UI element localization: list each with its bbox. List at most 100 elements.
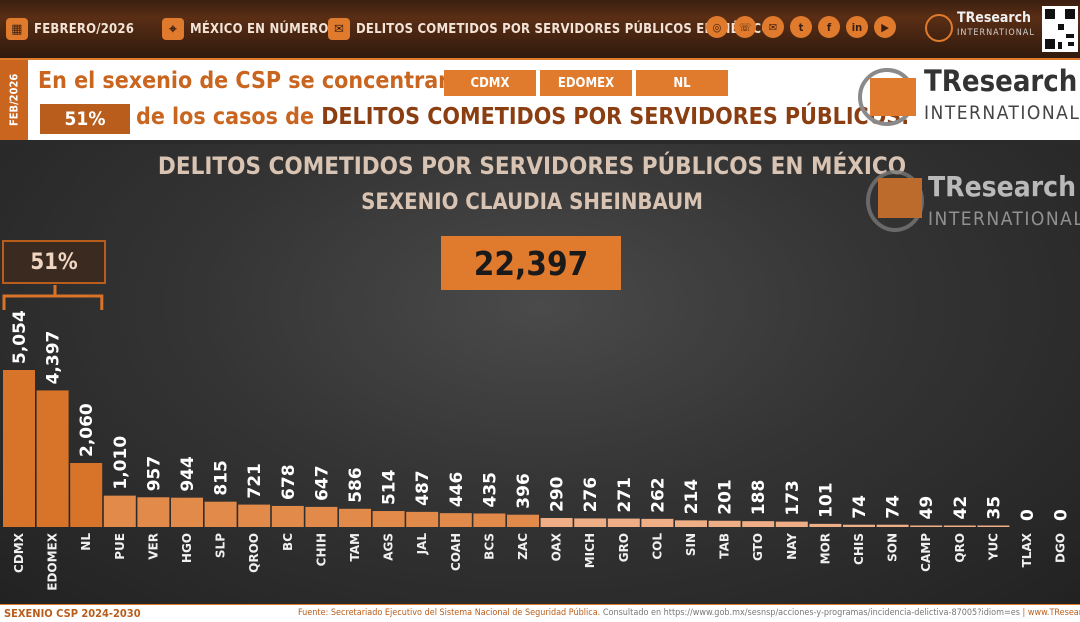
value-label: 815 [212,460,232,496]
value-label: 514 [380,469,400,505]
value-labels: 5,054 4,397 2,060 1,010 957 944 815 721 678 647 58… [10,310,1072,521]
headline-line2: de los casos de DELITOS COMETIDOS POR SE… [136,104,909,130]
bar-camp [910,525,943,527]
site-link[interactable]: | www.TResearch.Mx | [1022,608,1080,618]
source-label: Fuente: Secretariado Ejecutivo del Siste… [298,608,601,618]
bar-mich [574,518,607,527]
youtube-icon[interactable]: ▶ [874,16,896,38]
value-label: 5,054 [10,310,30,364]
footer: SEXENIO CSP 2024-2030 Fuente: Secretaria… [0,604,1080,622]
category-label: NAY [785,533,799,560]
bar-zac [507,514,539,527]
bar-bc [271,505,304,527]
category-label: CHIH [314,533,328,566]
top-logo-name: TResearch [957,10,1032,26]
top-logo: TResearch INTERNATIONAL [925,10,1034,46]
value-label: 678 [279,464,299,500]
headline-line1: En el sexenio de CSP se concentran en [38,68,489,94]
email-icon[interactable]: ✉ [762,16,784,38]
watermark-sub: INTERNATIONAL [928,208,1080,230]
map-pin-icon: ⌖ [162,18,184,40]
bar-tab [708,520,741,527]
value-label: 1,010 [111,436,131,490]
facebook-icon[interactable]: f [818,16,840,38]
twitter-icon[interactable]: t [790,16,812,38]
value-label: 586 [346,467,366,503]
bar-tam [339,508,371,527]
bar-chis [843,524,875,527]
section-item: ⌖ MÉXICO EN NÚMEROS [162,16,337,42]
footer-source: Fuente: Secretariado Ejecutivo del Siste… [298,608,1080,618]
value-label: 446 [447,472,467,508]
top-section: MÉXICO EN NÚMEROS [190,21,338,37]
linkedin-icon[interactable]: in [846,16,868,38]
value-label: 944 [178,456,198,492]
value-label: 74 [850,495,870,519]
category-label: COL [650,533,664,560]
bar-mor [809,523,842,527]
top-date: FEBRERO/2026 [34,21,135,37]
category-label: TLAX [1020,532,1034,567]
bar-yuc [977,525,1010,527]
bar-gro [607,518,640,527]
bar-cdmx [3,370,35,527]
value-label: 173 [783,480,803,516]
bar-sin [675,520,707,527]
category-label: TAM [348,533,362,561]
category-label: EDOMEX [46,532,60,590]
category-label: JAL [415,533,429,556]
bar-edomex [36,390,69,527]
date-item: ▦ FEBRERO/2026 [6,16,134,42]
category-label: SON [886,533,900,562]
category-label: MICH [583,533,597,568]
phone-icon[interactable]: ☏ [734,16,756,38]
category-label: BC [281,533,295,551]
category-label: MOR [818,533,832,564]
category-label: ZAC [516,533,530,560]
category-label: DGO [1054,533,1068,563]
category-label: SLP [214,533,228,558]
group-bracket-line [2,294,104,310]
bar-son [876,524,909,527]
bar-nl [70,463,103,527]
brand-name: TResearch [924,64,1078,98]
chip-cdmx: CDMX [444,70,536,96]
value-label: 396 [514,473,534,509]
value-label: 487 [413,470,433,506]
bar-qroo [238,504,271,527]
bar-ags [372,511,405,527]
category-label: SIN [684,533,698,556]
watermark-name: TResearch [928,170,1077,203]
web-icon[interactable]: ◎ [706,16,728,38]
value-label: 0 [1018,509,1038,521]
calendar-icon: ▦ [6,18,28,40]
category-label: GRO [617,533,631,562]
bar-ver [137,497,170,527]
top-topic: DELITOS COMETIDOS POR SERVIDORES PÚBLICO… [356,21,772,37]
top-bar: ▦ FEBRERO/2026 ⌖ MÉXICO EN NÚMEROS ✉ DEL… [0,0,1080,61]
chart-subtitle: SEXENIO CLAUDIA SHEINBAUM [361,190,703,215]
bar-slp [204,501,237,527]
category-label: QROO [247,533,261,573]
source-url[interactable]: Consultado en https://www.gob.mx/sesnsp/… [602,608,1020,618]
category-label: CAMP [919,533,933,572]
brand-chart-icon [870,78,916,116]
footer-period: SEXENIO CSP 2024-2030 [4,607,141,620]
category-label: TAB [718,533,732,559]
group-bracket [2,285,104,310]
value-label: 188 [749,480,769,516]
category-label: AGS [382,533,396,561]
value-label: 214 [682,479,702,515]
chart-title: DELITOS COMETIDOS POR SERVIDORES PÚBLICO… [157,152,907,180]
value-label: 957 [144,456,164,492]
bar-nay [775,521,808,527]
category-label: VER [146,533,160,560]
value-label: 276 [581,477,601,513]
value-label: 49 [917,496,937,520]
bars [3,370,1010,527]
bar-chih [305,506,338,527]
bar-hgo [171,497,203,527]
brand-sub: INTERNATIONAL [924,102,1080,124]
bar-col [641,518,674,527]
